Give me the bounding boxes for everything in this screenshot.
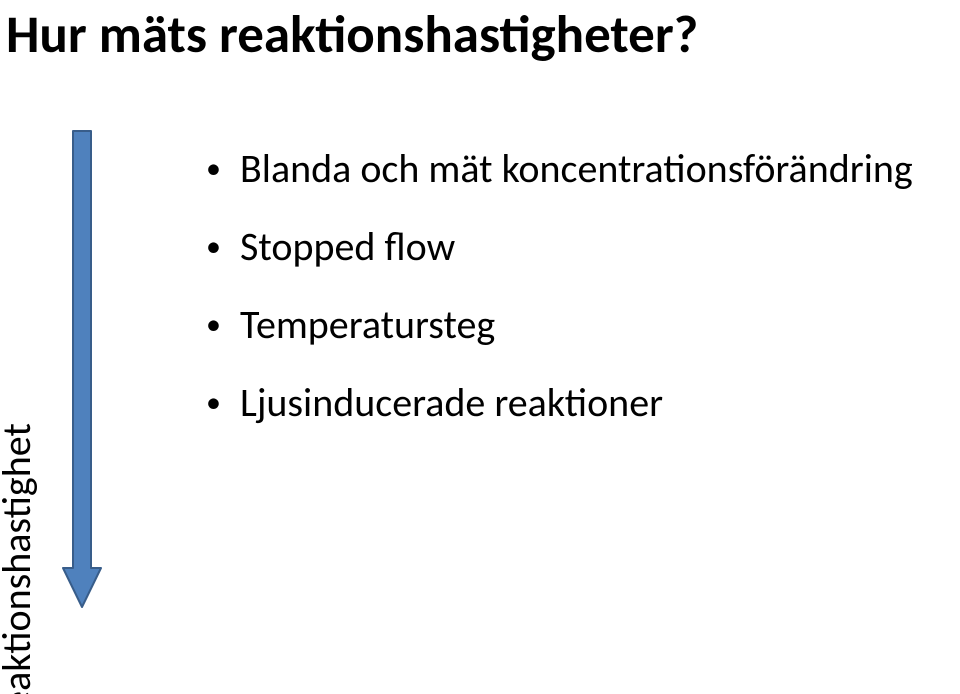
- bullet-item: Stopped flow: [200, 218, 940, 276]
- down-arrow-shape: [62, 130, 108, 610]
- slide: Hur mäts reaktionshastigheter? Reaktions…: [0, 0, 960, 694]
- page-title: Hur mäts reaktionshastigheter?: [6, 6, 950, 64]
- axis-label-vertical: Reaktionshastighet: [0, 142, 42, 602]
- bullet-item: Ljusinducerade reaktioner: [200, 374, 940, 432]
- axis-label-text: Reaktionshastighet: [0, 423, 41, 694]
- bullet-list: Blanda och mät koncentrationsförändring S…: [200, 140, 940, 452]
- bullet-item: Temperatursteg: [200, 296, 940, 354]
- bullet-item: Blanda och mät koncentrationsförändring: [200, 140, 940, 198]
